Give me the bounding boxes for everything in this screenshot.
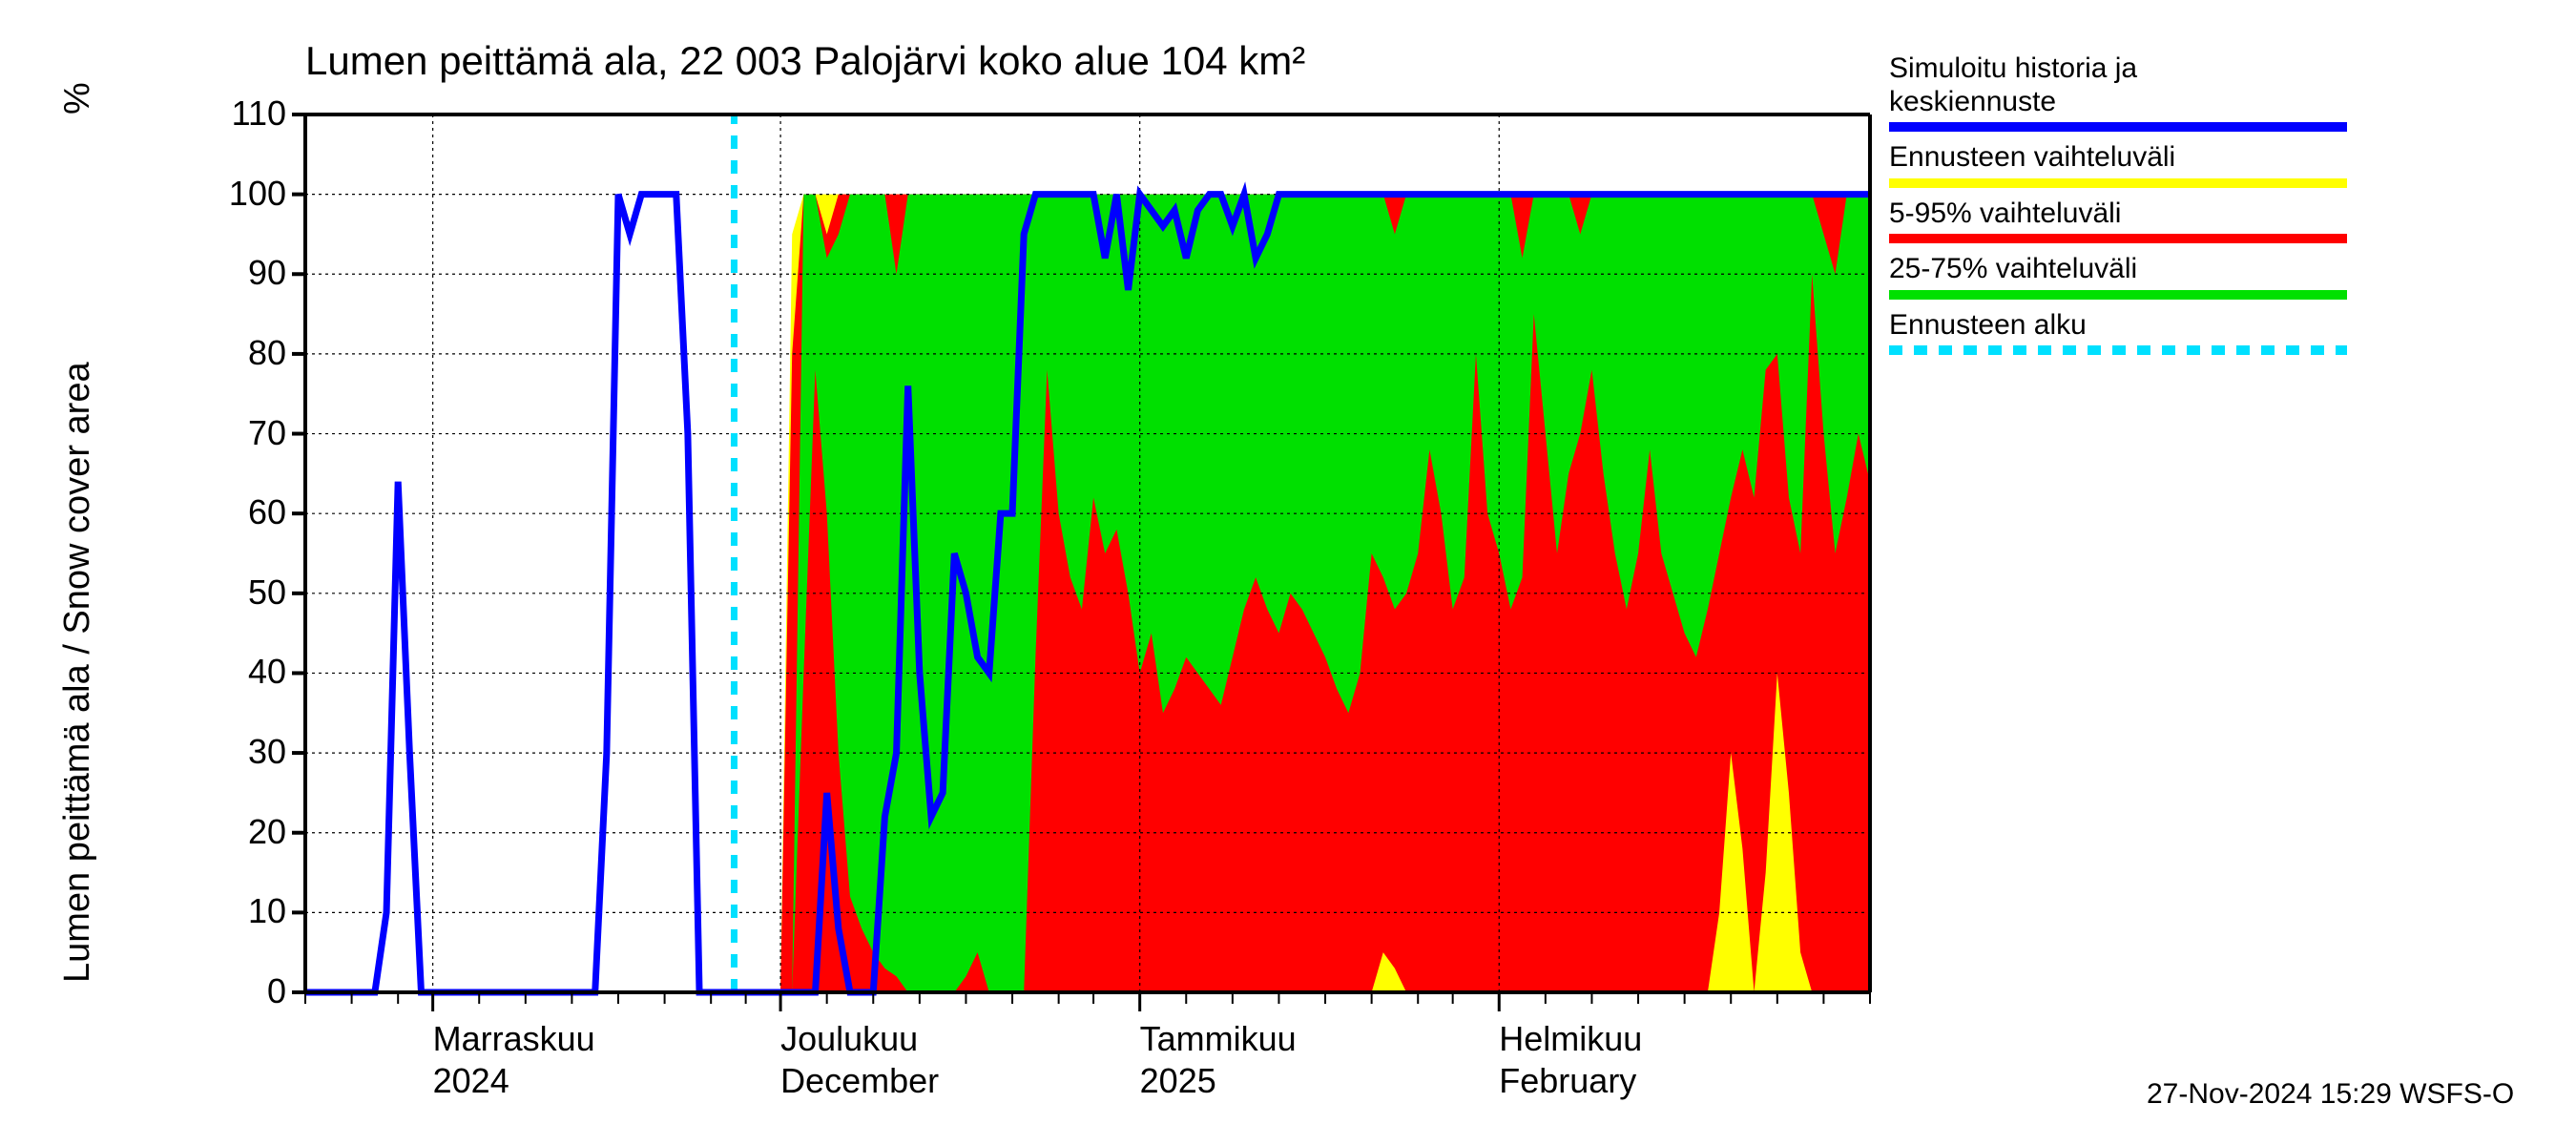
- y-tick-label: 20: [181, 812, 286, 852]
- legend-label: Ennusteen alku: [1889, 309, 2347, 343]
- legend-swatch: [1889, 178, 2347, 188]
- legend-item: Ennusteen alku: [1889, 309, 2347, 356]
- x-tick-label-bottom: 2024: [433, 1061, 509, 1101]
- x-tick-label-bottom: February: [1499, 1061, 1636, 1101]
- x-tick-label-top: Marraskuu: [433, 1019, 595, 1059]
- plot-area: [286, 95, 1889, 1011]
- legend-item: Ennusteen vaihteluväli: [1889, 141, 2347, 188]
- x-tick-label-top: Tammikuu: [1140, 1019, 1297, 1059]
- y-tick-label: 100: [181, 174, 286, 214]
- y-tick-label: 90: [181, 253, 286, 293]
- legend-swatch: [1889, 234, 2347, 243]
- y-tick-label: 50: [181, 572, 286, 613]
- legend-item: 25-75% vaihteluväli: [1889, 253, 2347, 300]
- x-tick-label-top: Helmikuu: [1499, 1019, 1642, 1059]
- x-tick-label-top: Joulukuu: [780, 1019, 918, 1059]
- legend-item: Simuloitu historia jakeskiennuste: [1889, 52, 2347, 132]
- chart-title: Lumen peittämä ala, 22 003 Palojärvi kok…: [305, 38, 1305, 84]
- y-tick-label: 40: [181, 652, 286, 692]
- legend-label: Simuloitu historia jakeskiennuste: [1889, 52, 2347, 118]
- y-tick-label: 80: [181, 333, 286, 373]
- y-axis-label: Lumen peittämä ala / Snow cover area: [57, 362, 98, 983]
- y-tick-label: 110: [181, 94, 286, 134]
- footer-timestamp: 27-Nov-2024 15:29 WSFS-O: [2147, 1078, 2514, 1111]
- legend: Simuloitu historia jakeskiennuste Ennuste…: [1889, 52, 2347, 364]
- y-tick-label: 60: [181, 492, 286, 532]
- legend-swatch: [1889, 290, 2347, 300]
- legend-label: Ennusteen vaihteluväli: [1889, 141, 2347, 175]
- x-tick-label-bottom: December: [780, 1061, 939, 1101]
- legend-item: 5-95% vaihteluväli: [1889, 198, 2347, 244]
- y-tick-label: 70: [181, 413, 286, 453]
- legend-label: 5-95% vaihteluväli: [1889, 198, 2347, 231]
- y-tick-label: 0: [181, 971, 286, 1011]
- legend-swatch: [1889, 122, 2347, 132]
- y-tick-label: 10: [181, 891, 286, 931]
- y-axis-unit: %: [57, 82, 98, 114]
- y-tick-label: 30: [181, 732, 286, 772]
- legend-label: 25-75% vaihteluväli: [1889, 253, 2347, 286]
- legend-swatch: [1889, 345, 2347, 355]
- x-tick-label-bottom: 2025: [1140, 1061, 1216, 1101]
- chart-container: Lumen peittämä ala, 22 003 Palojärvi kok…: [0, 0, 2576, 1145]
